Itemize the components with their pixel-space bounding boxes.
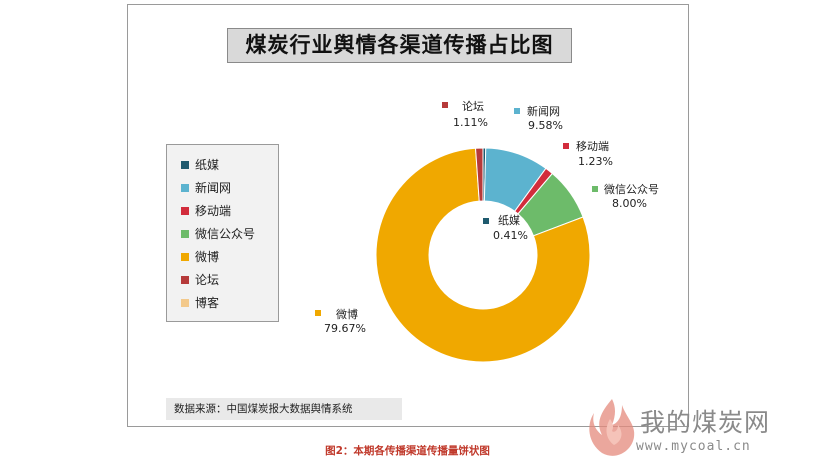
label-marker-news [514,108,520,114]
label-marker-paper [483,218,489,224]
legend-item-wechat: 微信公众号 [181,226,255,242]
slice-value-news: 9.58% [528,119,563,132]
slice-name-mobile: 移动端 [576,140,609,153]
legend-label: 论坛 [195,273,220,287]
legend-swatch [181,207,189,215]
slice-forum [475,147,484,202]
slice-name-news: 新闻网 [527,104,560,118]
legend-item-forum: 论坛 [181,272,219,288]
legend-swatch [181,299,189,307]
legend-swatch [181,161,189,169]
slice-value-forum: 1.11% [453,116,488,129]
label-marker-wechat [592,186,598,192]
chart-frame: 煤炭行业舆情各渠道传播占比图 纸媒 新闻网 移动端 微信公众号 微博 论坛 博客… [127,4,689,427]
legend-label: 纸媒 [195,158,220,172]
slice-name-forum: 论坛 [462,99,484,113]
slice-value-mobile: 1.23% [578,155,613,168]
label-marker-forum [442,102,448,108]
legend-swatch [181,276,189,284]
slice-value-paper: 0.41% [493,229,528,242]
legend-label: 移动端 [195,204,232,218]
figure-caption: 图2：本期各传播渠道传播量饼状图 [325,445,490,457]
legend-item-paper: 纸媒 [181,157,219,173]
watermark-name: 我的煤炭网 [640,408,771,437]
legend-swatch [181,230,189,238]
watermark: 我的煤炭网 www.mycoal.cn [582,395,812,465]
data-source: 数据来源：中国煤炭报大数据舆情系统 [166,398,402,420]
legend-item-weibo: 微博 [181,249,219,265]
legend-item-news: 新闻网 [181,180,231,196]
slice-value-weibo: 79.67% [324,322,366,335]
slice-name-wechat: 微信公众号 [604,182,659,196]
slice-weibo [375,147,591,363]
slice-name-weibo: 微博 [336,307,358,321]
slice-name-paper: 纸媒 [498,214,520,227]
label-marker-mobile [563,143,569,149]
chart-title: 煤炭行业舆情各渠道传播占比图 [227,28,572,63]
flame-logo-icon [589,399,635,456]
legend-label: 新闻网 [195,181,232,195]
legend-item-mobile: 移动端 [181,203,231,219]
watermark-url: www.mycoal.cn [636,439,751,454]
legend: 纸媒 新闻网 移动端 微信公众号 微博 论坛 博客 [166,144,279,322]
legend-swatch [181,184,189,192]
legend-swatch [181,253,189,261]
legend-label: 微博 [195,250,220,264]
legend-label: 微信公众号 [195,227,256,241]
legend-item-blog: 博客 [181,295,219,311]
label-marker-weibo [315,310,321,316]
slice-value-wechat: 8.00% [612,197,647,210]
legend-label: 博客 [195,296,220,310]
